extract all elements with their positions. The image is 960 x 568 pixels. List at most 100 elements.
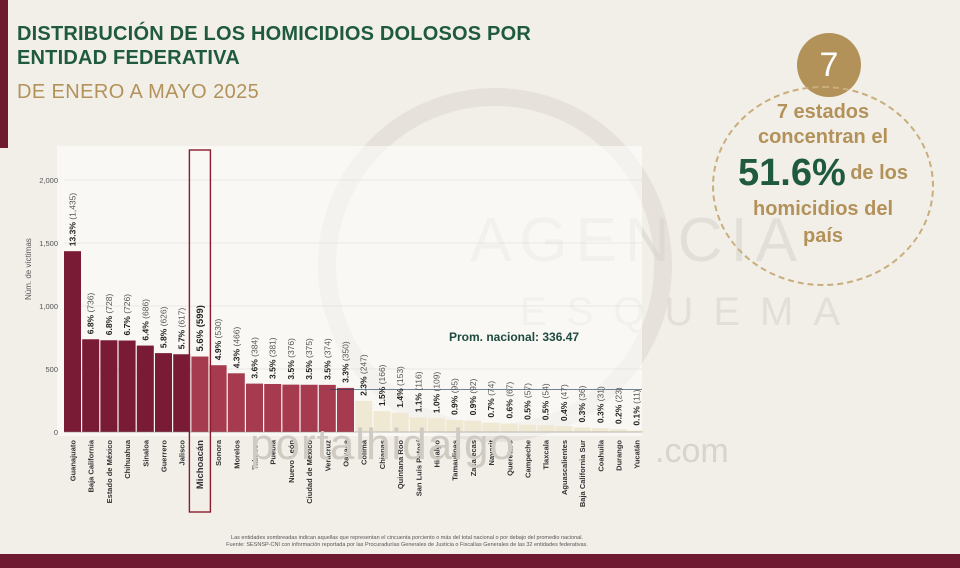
bar-4 [136, 345, 154, 432]
average-label: Prom. nacional: 336.47 [449, 330, 579, 344]
data-label-pct: 0.4% [559, 399, 569, 421]
data-label-pct: 0.3% [595, 401, 605, 423]
bar-12 [282, 384, 300, 432]
bar-7 [191, 356, 209, 432]
bar-19 [409, 417, 427, 432]
data-label-pct: 1.0% [432, 392, 442, 414]
data-label-count: (375) [304, 338, 314, 358]
data-label-25: 0.5% (57) [523, 383, 533, 420]
data-label-count: (626) [159, 306, 169, 326]
data-label-pct: 0.6% [504, 397, 514, 419]
x-tick-label-5: Guerrero [160, 440, 169, 473]
x-tick-label-17: Chiapas [378, 440, 387, 469]
data-label-pct: 3.5% [322, 358, 332, 380]
data-label-count: (116) [413, 371, 423, 390]
data-label-pct: 6.8% [86, 313, 96, 335]
x-tick-label-26: Tlaxcala [542, 439, 551, 469]
x-tick-label-30: Durango [615, 440, 624, 471]
data-label-count: (599) [195, 305, 206, 327]
data-label-pct: 4.3% [231, 347, 241, 369]
data-label-count: (247) [359, 354, 369, 374]
x-tick-label-13: Ciudad de México [305, 440, 314, 504]
x-tick-label-25: Campeche [524, 440, 533, 478]
x-tick-label-24: Querétaro [505, 440, 514, 476]
data-label-11: 3.5% (381) [268, 337, 278, 379]
x-tick-label-8: Sonora [214, 439, 223, 466]
data-label-count: (376) [286, 338, 296, 358]
bar-30 [610, 429, 627, 432]
summary-line-2: concentran el [757, 126, 889, 148]
data-label-pct: 5.8% [159, 326, 169, 348]
data-label-count: (95) [450, 378, 460, 393]
x-tick-label-6: Jalisco [178, 440, 187, 466]
footnote-line-2: Fuente: SESNSP-CNI con información repor… [226, 542, 588, 548]
data-label-count: (1,435) [68, 193, 78, 220]
x-tick-label-14: Veracruz [323, 440, 332, 472]
chart-plot-background [57, 146, 642, 436]
data-label-23: 0.7% (74) [486, 381, 496, 418]
data-label-pct: 3.5% [268, 357, 278, 379]
data-label-31: 0.1% (11) [632, 389, 642, 425]
data-label-pct: 6.4% [140, 319, 150, 341]
data-label-pct: 0.9% [450, 393, 460, 415]
data-label-count: (736) [86, 293, 96, 313]
chart-title: DISTRIBUCIÓN DE LOS HOMICIDIOS DOLOSOS P… [17, 23, 531, 69]
data-label-30: 0.2% (23) [614, 387, 624, 424]
data-label-pct: 3.3% [341, 361, 351, 383]
bar-10 [246, 383, 263, 432]
bar-14 [318, 384, 336, 432]
x-tick-label-20: Hidalgo [433, 440, 442, 468]
x-tick-label-19: San Luis Potosí [414, 439, 423, 496]
x-tick-label-28: Baja California Sur [578, 440, 587, 507]
data-label-17: 1.5% (166) [377, 364, 387, 406]
data-label-pct: 1.5% [377, 384, 387, 406]
data-label-14: 3.5% (374) [322, 338, 332, 380]
data-label-pct: 0.7% [486, 396, 496, 418]
data-label-pct: 0.5% [541, 398, 551, 420]
x-tick-label-10: Tabasco [251, 440, 260, 470]
data-label-7: 5.6% (599) [195, 305, 206, 351]
data-label-5: 5.8% (626) [159, 306, 169, 348]
data-label-26: 0.5% (54) [541, 383, 551, 420]
footnote-line-1: Las entidades sombreadas indican aquella… [231, 535, 583, 541]
bar-13 [300, 384, 318, 432]
left-accent-bar [0, 0, 8, 148]
data-label-pct: 5.6% [195, 327, 206, 351]
bar-6 [173, 354, 191, 432]
data-label-19: 1.1% (116) [413, 371, 423, 412]
data-label-pct: 3.5% [286, 358, 296, 380]
data-label-pct: 0.2% [614, 402, 624, 424]
data-label-count: (57) [523, 383, 533, 398]
data-label-count: (92) [468, 378, 478, 393]
data-label-count: (31) [595, 386, 605, 401]
data-label-0: 13.3% (1,435) [68, 193, 78, 247]
data-label-count: (153) [395, 366, 405, 386]
data-label-21: 0.9% (95) [450, 378, 460, 415]
x-tick-label-22: Zacatecas [469, 440, 478, 476]
data-label-pct: 0.3% [577, 401, 587, 423]
data-label-pct: 3.5% [304, 358, 314, 380]
watermark-site: portalhidalgo [250, 420, 515, 469]
bar-2 [100, 340, 118, 432]
x-tick-label-18: Quintana Roo [396, 440, 405, 490]
data-label-count: (350) [341, 341, 351, 361]
data-label-3: 6.7% (726) [122, 294, 132, 336]
bar-25 [519, 424, 536, 432]
data-label-count: (726) [122, 294, 132, 314]
data-label-pct: 3.6% [250, 357, 260, 379]
data-label-29: 0.3% (31) [595, 386, 605, 423]
y-tick-label: 1,000 [39, 302, 58, 311]
data-label-count: (374) [322, 338, 332, 358]
x-tick-label-3: Chihuahua [123, 439, 132, 479]
data-label-28: 0.3% (36) [577, 385, 587, 422]
bar-9 [227, 373, 245, 432]
data-label-count: (74) [486, 381, 496, 396]
highlight-box [188, 149, 212, 513]
data-label-count: (728) [104, 294, 114, 314]
data-label-12: 3.5% (376) [286, 338, 296, 380]
data-label-count: (47) [559, 384, 569, 399]
x-tick-label-9: Morelos [232, 440, 241, 469]
data-label-count: (36) [577, 385, 587, 400]
data-label-count: (67) [504, 382, 514, 397]
